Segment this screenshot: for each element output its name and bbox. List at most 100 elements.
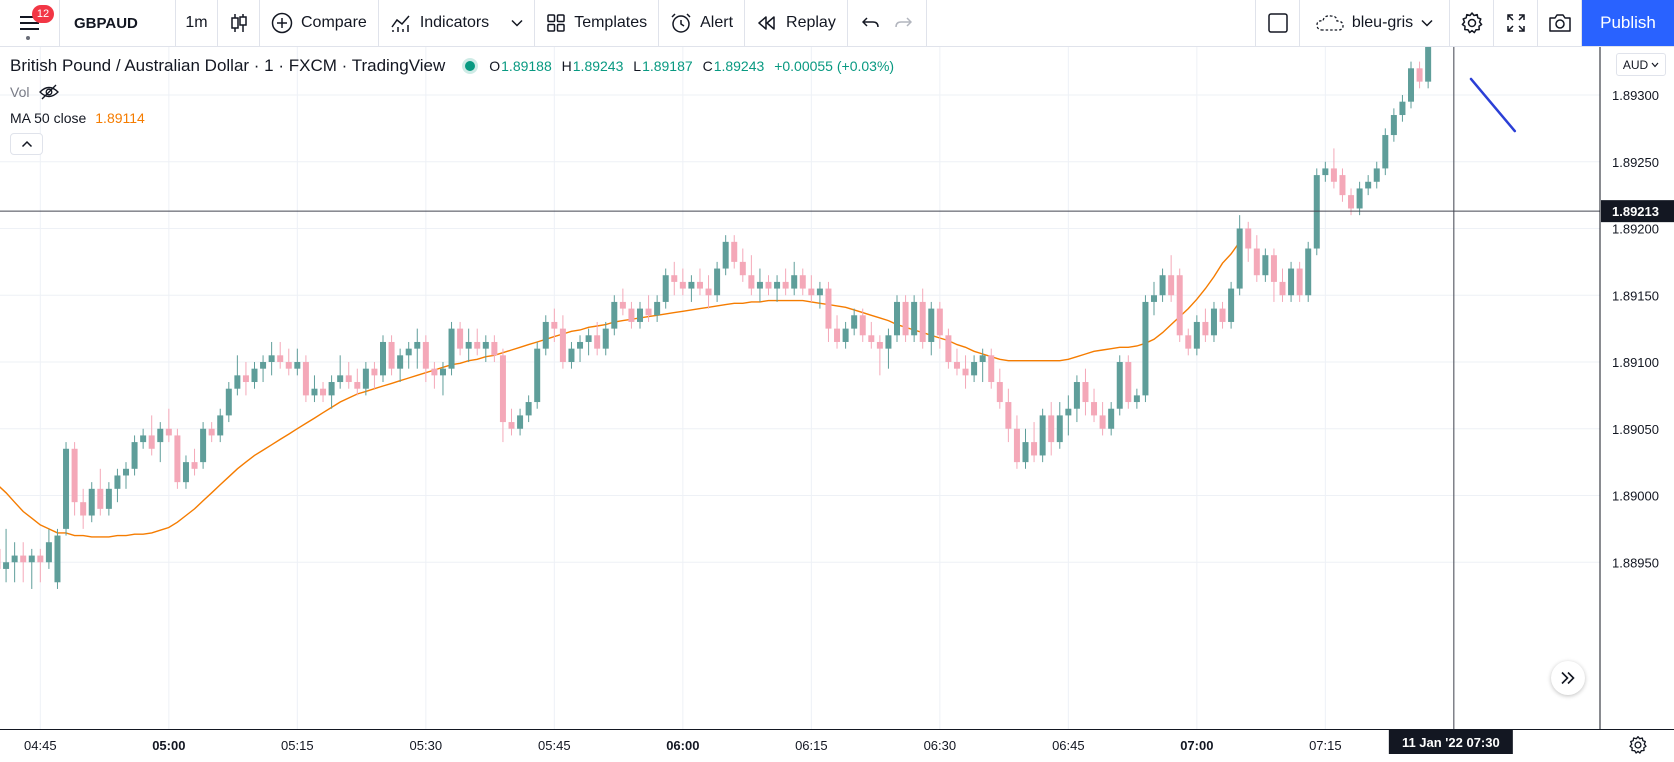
alert-label: Alert [700, 14, 734, 31]
candle-body [439, 368, 446, 376]
candle-body [1168, 275, 1175, 296]
scroll-to-realtime-button[interactable] [1551, 661, 1585, 695]
time-tick-label: 05:45 [538, 738, 571, 753]
candle-body [1279, 281, 1286, 296]
candle-body [559, 328, 566, 362]
hamburger-menu-icon [19, 16, 39, 30]
indicators-button[interactable]: Indicators [379, 0, 536, 46]
snapshot-button[interactable] [1538, 0, 1582, 46]
candle-body [1142, 301, 1149, 396]
undo-icon[interactable] [861, 16, 880, 30]
candle-body [911, 301, 918, 336]
price-tick-label: 1.88950 [1612, 555, 1659, 570]
candle-body [637, 308, 644, 322]
chart-pane[interactable]: 1.893501.893001.892501.892001.891501.891… [0, 47, 1674, 762]
open-value: 1.89188 [501, 58, 552, 74]
candle-body [1348, 195, 1355, 209]
candle [1288, 261, 1295, 302]
candle [439, 362, 446, 396]
candle [928, 301, 935, 356]
candle-body [654, 301, 661, 316]
candle [182, 455, 189, 489]
price-chart[interactable]: 1.893501.893001.892501.892001.891501.891… [0, 47, 1674, 762]
chart-settings-button[interactable] [1450, 0, 1494, 46]
candle-body [71, 448, 78, 503]
candle-body [140, 435, 147, 443]
candle [37, 548, 44, 583]
candle-body [200, 428, 207, 463]
eye-hidden-icon[interactable] [39, 84, 60, 100]
high-label: H [561, 58, 572, 74]
candle [431, 362, 438, 389]
candle [3, 528, 10, 583]
crosshair-layer [0, 47, 1600, 729]
candle-body [97, 488, 104, 509]
currency-button[interactable]: AUD [1616, 53, 1666, 76]
candle [251, 362, 258, 389]
candle-body [1125, 362, 1132, 403]
top-toolbar: 12 GBPAUD 1m Compare Indicators Template… [0, 0, 1674, 47]
chevron-down-icon[interactable] [511, 19, 523, 27]
interval-button[interactable]: 1m [176, 0, 218, 46]
fullscreen-button[interactable] [1494, 0, 1538, 46]
candle-body [1185, 335, 1192, 349]
volume-legend-row[interactable]: Vol [10, 79, 900, 105]
time-scale-settings-button[interactable] [1626, 733, 1650, 757]
candle [577, 335, 584, 362]
replay-button[interactable]: Replay [745, 0, 848, 46]
candle-body [1108, 408, 1115, 429]
chart-type-button[interactable] [218, 0, 260, 46]
time-tick-label: 07:00 [1180, 738, 1213, 753]
market-status-dot[interactable] [465, 61, 476, 71]
candle [1270, 248, 1277, 302]
candle [54, 528, 61, 589]
crosshair-price-label: 1.89213 [1612, 204, 1659, 219]
candle [1133, 388, 1140, 409]
candle [482, 335, 489, 362]
candle-body [1031, 442, 1038, 456]
candle [88, 482, 95, 523]
candle [157, 422, 164, 463]
candle [1408, 61, 1415, 109]
candlestick-icon [230, 14, 247, 32]
candle [11, 542, 18, 583]
candle [1159, 268, 1166, 302]
candle [1322, 161, 1329, 182]
candle-body [499, 355, 506, 423]
close-label: C [702, 58, 713, 74]
templates-button[interactable]: Templates [535, 0, 660, 46]
time-axis: 04:45 05:00 05:15 05:30 05:45 06:00 06:15 06:30… [0, 729, 1674, 762]
candle-body [45, 542, 52, 563]
redo-icon[interactable] [894, 16, 912, 30]
candle-body [679, 281, 686, 289]
candle [902, 295, 909, 342]
candle [1365, 175, 1372, 196]
replay-label: Replay [786, 14, 836, 31]
symbol-search-button[interactable]: GBPAUD [60, 0, 176, 46]
candle-body [491, 341, 498, 356]
ma-legend-row[interactable]: MA 50 close 1.89114 [10, 105, 900, 131]
candle [422, 335, 429, 383]
candle-body [1253, 248, 1260, 276]
main-menu-button[interactable]: 12 [0, 0, 60, 46]
candle-body [1408, 68, 1415, 102]
select-layout-button[interactable] [1256, 0, 1300, 46]
candle-body [1065, 408, 1072, 416]
candle-body [1116, 362, 1123, 409]
compare-button[interactable]: Compare [260, 0, 379, 46]
candle-body [448, 328, 455, 369]
symbol-legend-row[interactable]: British Pound / Australian Dollar · 1 · … [10, 53, 900, 79]
candle-body [1356, 188, 1363, 209]
alert-button[interactable]: Alert [659, 0, 746, 46]
candle [1082, 368, 1089, 416]
symbol-description[interactable]: British Pound / Australian Dollar · 1 · … [10, 56, 446, 75]
candle [1390, 108, 1397, 142]
currency-label: AUD [1622, 57, 1649, 72]
publish-button[interactable]: Publish [1582, 0, 1674, 46]
candle-body [1099, 415, 1106, 429]
collapse-legend-button[interactable] [10, 133, 43, 155]
layout-menu-button[interactable]: bleu-gris [1300, 0, 1450, 46]
candle [551, 308, 558, 342]
candle-body [422, 341, 429, 369]
candle-body [397, 355, 404, 369]
